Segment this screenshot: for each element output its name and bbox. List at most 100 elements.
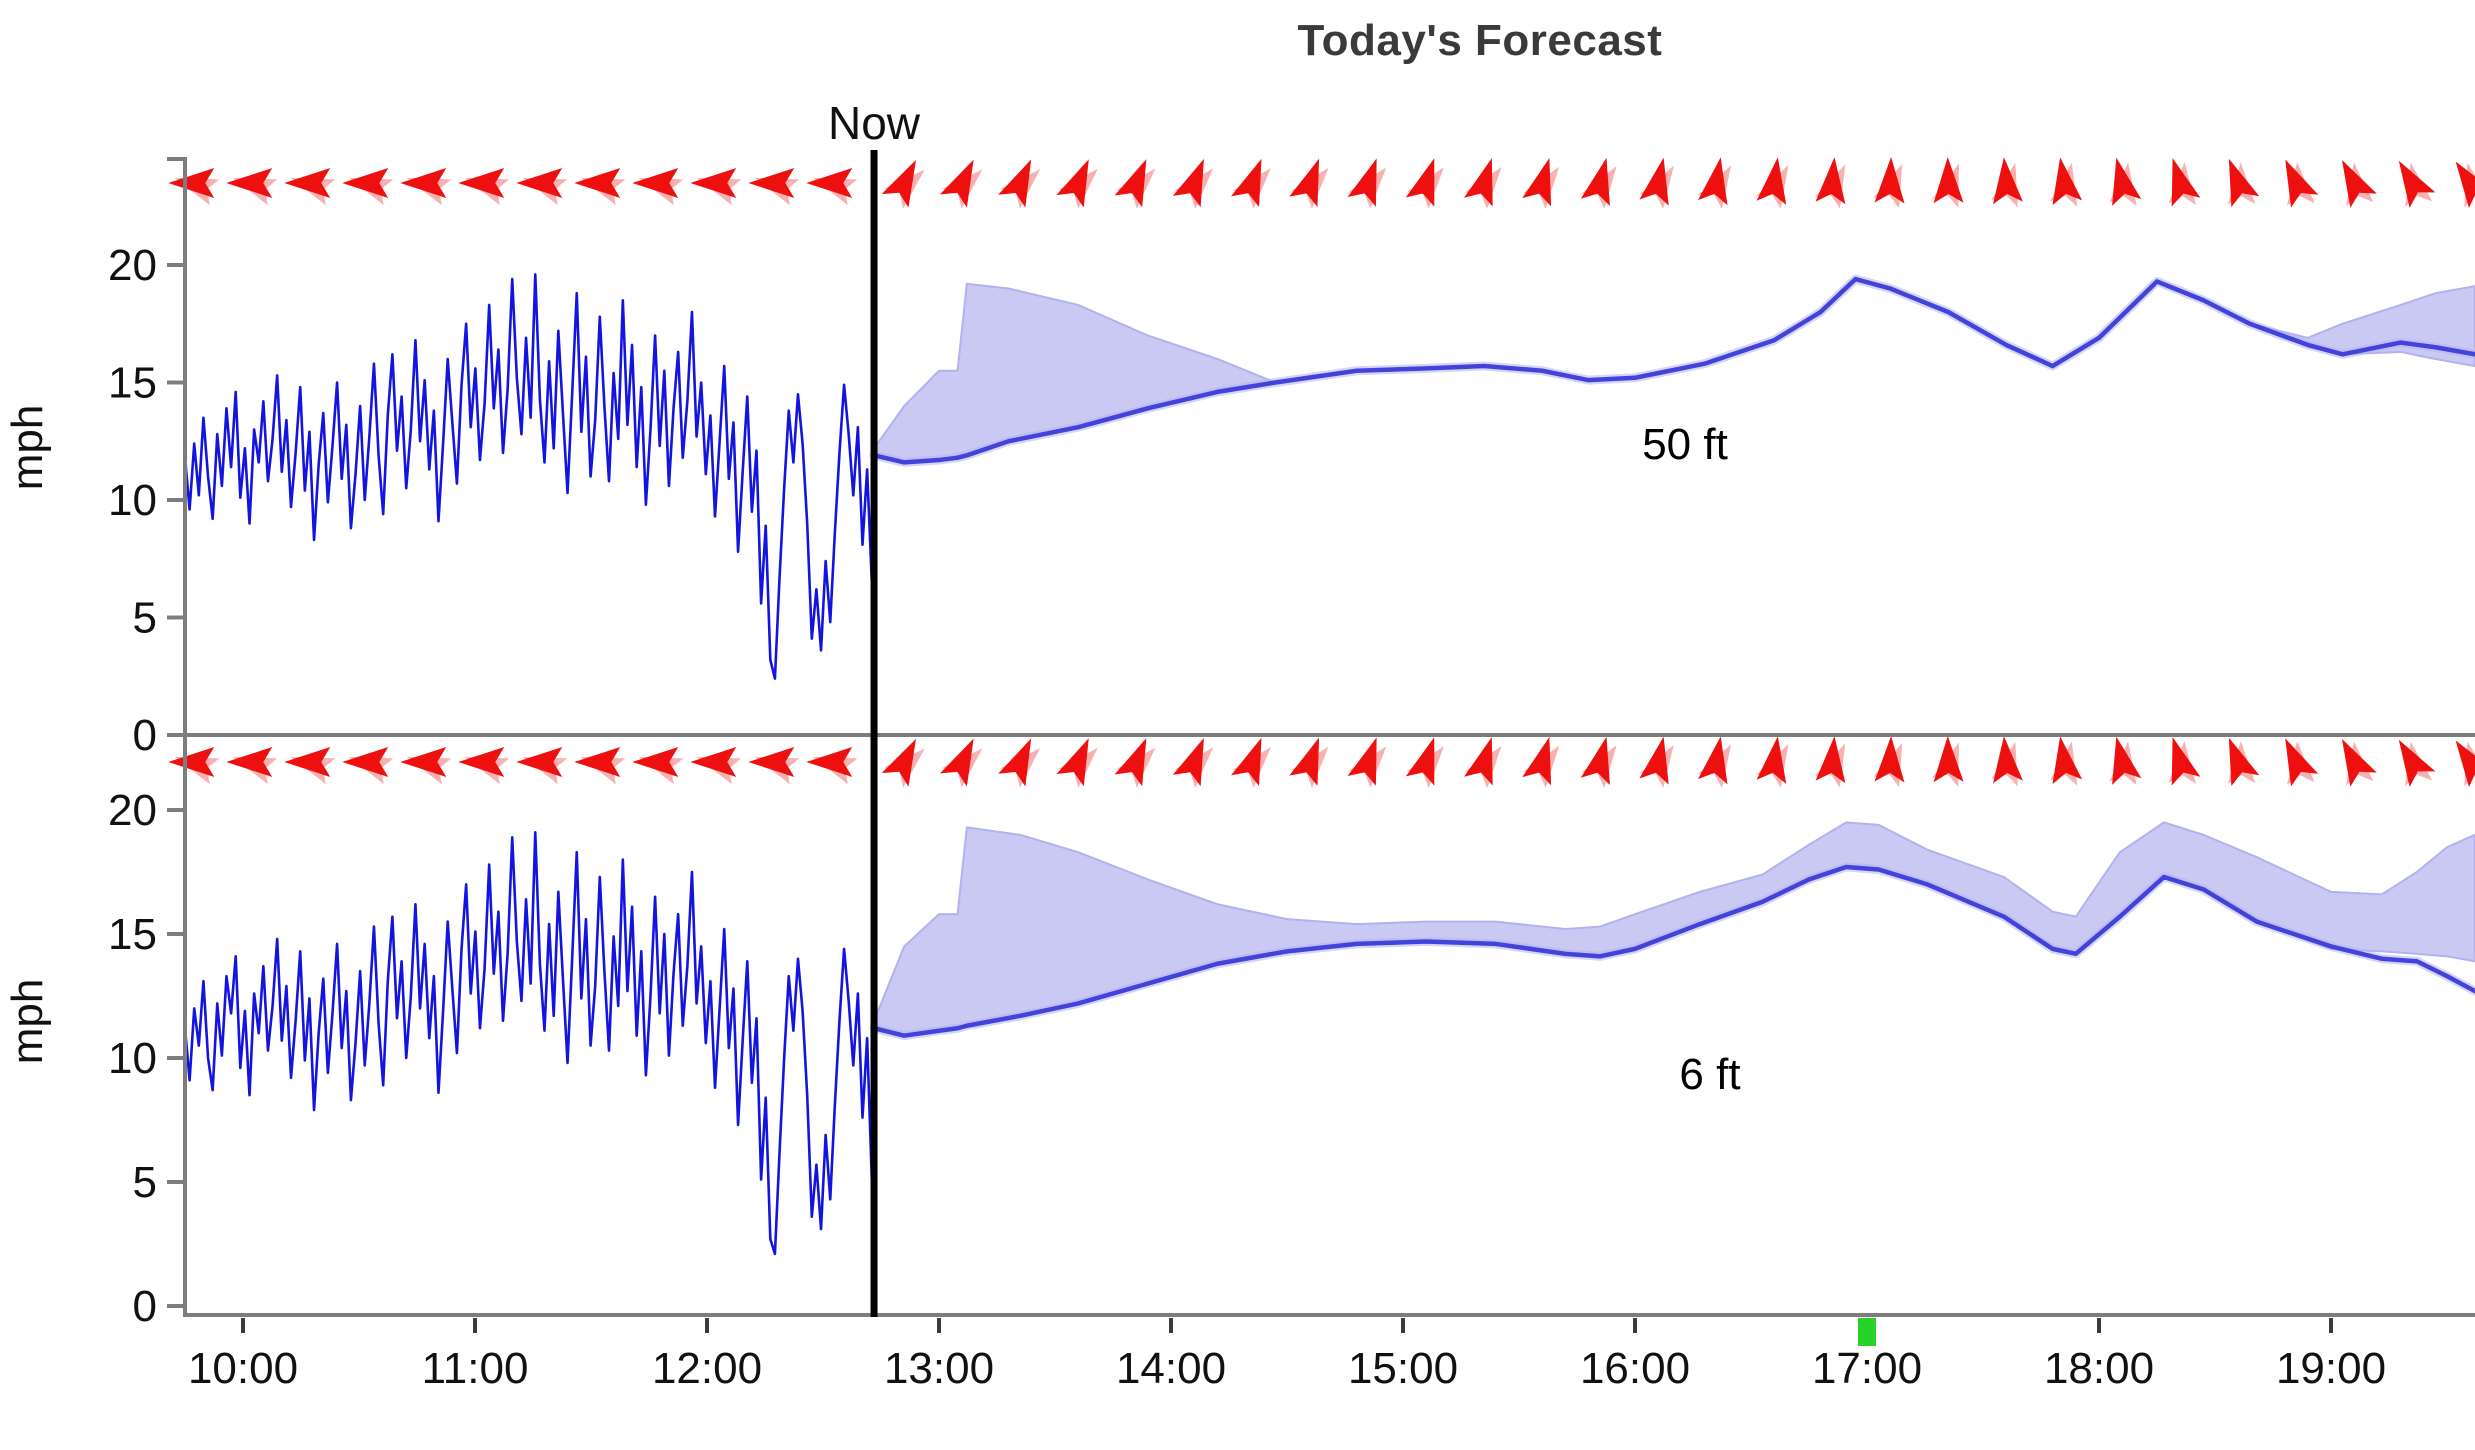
wind-arrow-icon <box>1172 737 1204 787</box>
wind-arrow-icon <box>2341 739 2377 787</box>
wind-arrow-icon <box>1056 738 1089 787</box>
wind-arrow-icon <box>1114 738 1147 787</box>
x-tick-label: 15:00 <box>1348 1344 1458 1393</box>
wind-arrow-icon <box>998 159 1032 208</box>
x-tick-label: 11:00 <box>422 1344 529 1393</box>
wind-arrow-icon <box>2171 737 2201 786</box>
wind-arrow-icon <box>1289 737 1320 786</box>
wind-arrow-icon <box>939 738 974 787</box>
wind-arrow-icon <box>342 168 389 198</box>
wind-arrow-icon <box>574 747 621 777</box>
y-tick-label: 10 <box>108 476 157 525</box>
wind-arrow-icon <box>1933 157 1964 204</box>
wind-arrow-icon <box>1522 737 1552 786</box>
wind-arrow-icon <box>1231 737 1262 787</box>
wind-arrow-icon <box>748 168 795 198</box>
x-tick-label: 14:00 <box>1116 1344 1226 1393</box>
wind-arrow-icon <box>1347 737 1377 786</box>
wind-arrow-icon <box>2171 158 2201 207</box>
wind-arrow-icon <box>1114 159 1147 208</box>
wind-arrow-icon <box>2455 740 2475 787</box>
wind-arrow-icon <box>2285 159 2319 208</box>
y-tick-label: 0 <box>133 711 157 760</box>
panel-label-50ft: 50 ft <box>1642 420 1728 469</box>
x-tick-label: 12:00 <box>652 1344 762 1393</box>
wind-arrow-icon <box>1993 736 2023 784</box>
wind-arrow-icon <box>2112 736 2142 785</box>
wind-arrow-icon <box>168 168 215 198</box>
forecast-median <box>871 276 2475 465</box>
wind-arrow-icon <box>806 168 853 198</box>
wind-arrow-icon <box>516 168 563 198</box>
wind-arrow-icon <box>998 738 1032 787</box>
wind-arrow-icon <box>284 747 331 777</box>
wind-arrow-icon <box>1522 158 1552 207</box>
wind-arrow-icon <box>1874 736 1905 783</box>
wind-arrow-icon <box>168 747 215 777</box>
wind-arrow-icon <box>400 747 447 777</box>
wind-arrow-icon <box>1056 159 1089 208</box>
wind-arrow-icon <box>226 747 273 777</box>
y-tick-label: 5 <box>133 594 157 643</box>
wind-arrow-icon <box>881 738 917 787</box>
y-tick-label: 15 <box>108 359 157 408</box>
wind-arrow-icon <box>1874 157 1905 204</box>
wind-arrow-icon <box>690 168 737 198</box>
x-tick-label: 17:00 <box>1812 1344 1922 1393</box>
y-tick-label: 20 <box>108 241 157 290</box>
x-tick-label: 13:00 <box>884 1344 994 1393</box>
y-tick-label: 20 <box>108 786 157 835</box>
wind-arrow-icon <box>632 747 679 777</box>
observed-series <box>183 831 874 1256</box>
y-axis-unit-label: mph <box>3 405 52 491</box>
y-tick-label: 15 <box>108 910 157 959</box>
now-label: Now <box>827 97 921 149</box>
chart-title: Today's Forecast <box>1297 16 1663 65</box>
wind-arrow-icon <box>1639 736 1669 785</box>
green-time-marker <box>1858 1318 1876 1346</box>
y-axis-unit-label: mph <box>3 979 52 1065</box>
wind-arrow-icon <box>1815 157 1846 205</box>
wind-arrow-icon <box>748 747 795 777</box>
x-tick-label: 19:00 <box>2276 1344 2386 1393</box>
wind-arrow-icon <box>881 159 917 208</box>
wind-arrow-icon <box>2285 738 2319 787</box>
wind-arrow-icon <box>516 747 563 777</box>
wind-arrow-icon <box>2398 739 2436 787</box>
wind-arrow-icon <box>1815 736 1846 784</box>
wind-arrow-icon <box>1289 158 1320 207</box>
wind-arrow-icon <box>574 168 621 198</box>
wind-arrow-icon <box>2112 157 2142 206</box>
wind-arrow-icon <box>342 747 389 777</box>
x-tick-label: 10:00 <box>188 1344 298 1393</box>
wind-arrow-icon <box>1993 157 2023 205</box>
wind-arrow-icon <box>1347 158 1377 207</box>
wind-arrow-icon <box>1697 157 1728 206</box>
forecast-median <box>871 864 2475 1038</box>
observed-series <box>183 273 874 680</box>
wind-arrow-icon <box>1697 736 1728 785</box>
now-line <box>870 150 878 1317</box>
wind-arrow-icon <box>1405 158 1435 207</box>
wind-arrow-icon <box>2052 736 2083 785</box>
wind-arrow-icon <box>2228 737 2260 787</box>
wind-arrow-icon <box>1464 737 1493 786</box>
y-tick-label: 10 <box>108 1034 157 1083</box>
wind-arrow-icon <box>2455 161 2475 208</box>
wind-arrow-icon <box>806 747 853 777</box>
y-tick-label: 0 <box>133 1282 157 1331</box>
wind-arrow-icon <box>1172 158 1204 208</box>
wind-arrow-icon <box>1464 158 1493 207</box>
wind-arrow-icon <box>2052 157 2083 206</box>
wind-arrow-icon <box>1580 157 1610 207</box>
wind-arrow-icon <box>400 168 447 198</box>
wind-arrow-icon <box>458 747 505 777</box>
wind-arrow-icon <box>1756 157 1787 205</box>
wind-arrow-icon <box>690 747 737 777</box>
wind-arrow-icon <box>1405 737 1435 786</box>
panel-label-6ft: 6 ft <box>1679 1050 1741 1099</box>
x-tick-label: 16:00 <box>1580 1344 1690 1393</box>
y-tick-label: 5 <box>133 1158 157 1207</box>
